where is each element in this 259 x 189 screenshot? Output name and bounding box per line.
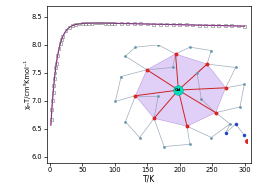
Point <box>64 29 68 32</box>
Point <box>97 22 101 25</box>
Point <box>191 23 195 26</box>
Point <box>61 35 65 38</box>
Point <box>223 24 227 27</box>
Point <box>184 23 188 26</box>
Point <box>56 54 60 57</box>
Point <box>171 23 175 26</box>
Point <box>139 22 143 25</box>
Point <box>145 22 149 26</box>
Y-axis label: χₘT/cm³Kmol⁻¹: χₘT/cm³Kmol⁻¹ <box>23 59 31 109</box>
Point <box>67 26 71 29</box>
Point <box>119 22 123 25</box>
Point <box>103 22 107 25</box>
Point <box>57 47 61 50</box>
Point <box>236 24 240 27</box>
X-axis label: T/K: T/K <box>143 174 155 183</box>
Point <box>51 99 55 102</box>
Point <box>70 24 75 27</box>
Point <box>93 22 97 25</box>
Point <box>100 22 104 25</box>
Point <box>113 22 117 25</box>
Point <box>230 24 234 27</box>
Point <box>60 38 64 41</box>
Point <box>52 77 56 80</box>
Point <box>165 23 169 26</box>
Point <box>83 22 88 25</box>
Point <box>80 22 84 25</box>
Point <box>197 24 201 27</box>
Point <box>217 24 221 27</box>
Point <box>204 24 208 27</box>
Point <box>50 108 54 111</box>
Point <box>53 71 57 74</box>
Point <box>77 22 81 25</box>
Point <box>54 66 58 69</box>
Point <box>54 62 59 65</box>
Point <box>152 23 156 26</box>
Point <box>243 25 247 28</box>
Point <box>58 42 62 45</box>
Point <box>158 23 162 26</box>
Point <box>126 22 130 25</box>
Point <box>51 91 55 94</box>
Point <box>52 84 56 87</box>
Point <box>132 22 136 25</box>
Point <box>106 22 110 25</box>
Point <box>74 23 78 26</box>
Point <box>87 22 91 25</box>
Point <box>210 24 214 27</box>
Point <box>110 22 114 25</box>
Point <box>90 22 94 25</box>
Point <box>178 23 182 26</box>
Point <box>49 118 53 121</box>
